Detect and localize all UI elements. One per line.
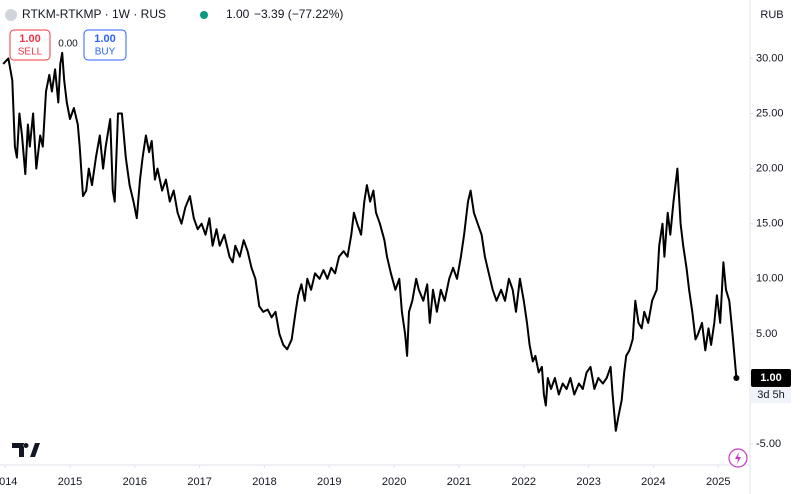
- y-tick-label: 5.00: [756, 328, 777, 340]
- buy-button[interactable]: [83, 29, 127, 61]
- buy-price: 1.00: [94, 33, 115, 45]
- y-tick-label: 25.00: [756, 107, 784, 119]
- x-tick-label: 2025: [706, 476, 730, 488]
- sell-price: 1.00: [19, 33, 40, 45]
- market-status[interactable]: [200, 11, 208, 19]
- y-tick-label: 20.00: [756, 162, 784, 174]
- price-line: [2, 51, 738, 432]
- x-tick-label: 2016: [123, 476, 147, 488]
- sell-label: SELL: [18, 47, 43, 58]
- sell-button[interactable]: [9, 29, 51, 61]
- symbol-logo: [5, 9, 17, 21]
- y-tick-label: 15.00: [756, 218, 784, 230]
- x-tick-label: 2018: [252, 476, 276, 488]
- x-tick-label: 2017: [187, 476, 211, 488]
- y-tick-label: -5.00: [756, 438, 781, 450]
- x-tick-label: 2014: [0, 476, 17, 488]
- countdown: 3d 5h: [757, 389, 785, 401]
- price: 1.00: [226, 7, 250, 21]
- countdown-box: [751, 386, 791, 403]
- currency[interactable]: RUB: [760, 9, 783, 21]
- last-point: [733, 374, 740, 381]
- x-tick-label: 2023: [576, 476, 600, 488]
- price-label: 1.00: [760, 372, 781, 384]
- x-tick-label: 2015: [58, 476, 82, 488]
- tv-logo[interactable]: [12, 443, 40, 457]
- logo-shape: [12, 443, 40, 457]
- x-tick-label: 2024: [641, 476, 665, 488]
- buy-label: BUY: [95, 47, 116, 58]
- y-tick-label: 30.00: [756, 52, 784, 64]
- symbol: RTKM-RTKMP · 1W · RUS: [22, 7, 166, 21]
- spread: 0.00: [58, 39, 78, 50]
- lightning-icon: [735, 452, 741, 464]
- y-tick-label: 10.00: [756, 273, 784, 285]
- price-label-box: [751, 368, 791, 387]
- x-tick-label: 2021: [447, 476, 471, 488]
- x-tick-label: 2019: [317, 476, 341, 488]
- x-tick-label: 2022: [512, 476, 536, 488]
- change: −3.39 (−77.22%): [254, 7, 343, 21]
- x-tick-label: 2020: [382, 476, 406, 488]
